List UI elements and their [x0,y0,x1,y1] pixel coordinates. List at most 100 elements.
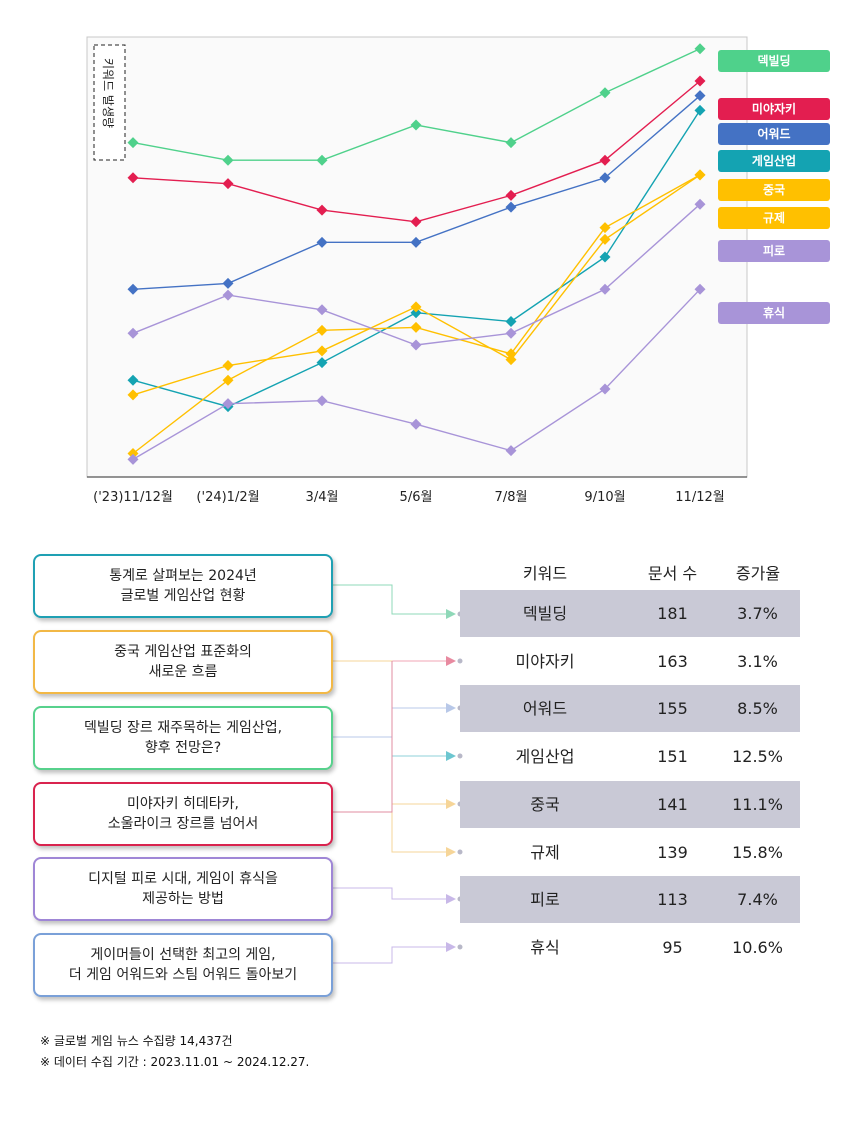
data-point [316,345,328,357]
data-point [222,360,234,372]
data-point [599,172,611,184]
data-point [127,448,139,460]
data-point [505,327,517,339]
article-card-1[interactable]: 통계로 살펴보는 2024년 글로벌 게임산업 현황 [33,554,333,618]
table-row: 게임산업 151 12.5% [460,733,800,780]
arrow-7 [446,894,456,904]
connector-7 [330,887,448,900]
arrow-4 [446,751,456,761]
article-title-line1: 미야자키 히데타카, [127,796,239,812]
dot-6 [457,849,463,855]
cell-docs: 113 [657,890,688,909]
article-card-5[interactable]: 디지털 피로 시대, 게임이 휴식을 제공하는 방법 [33,857,333,921]
article-title-line2: 향후 전망은? [144,740,222,756]
data-point [410,418,422,430]
data-point [316,154,328,166]
x-tick-label: ('24)1/2월 [196,490,259,505]
series-1 [127,43,706,166]
data-point [505,316,517,328]
data-point [127,327,139,339]
y-axis-label: 키워드 발생량 [101,58,115,128]
article-title-line2: 제공하는 방법 [142,891,224,907]
legend-item-game-industry: 게임산업 [718,150,830,172]
cell-docs: 141 [657,795,688,814]
arrow-3 [446,703,456,713]
article-title-line1: 디지털 피로 시대, 게임이 휴식을 [88,871,278,887]
article-title-line2: 글로벌 게임산업 현황 [120,588,246,604]
series-8 [127,283,706,465]
cell-rate: 3.7% [737,604,778,623]
article-title-line2: 새로운 흐름 [148,664,218,680]
arrow-2 [446,656,456,666]
cell-keyword: 피로 [530,890,560,909]
table-row: 미야자키 163 3.1% [460,638,800,685]
data-point [599,233,611,245]
data-point [127,172,139,184]
connector-3 [330,707,448,738]
cell-rate: 15.8% [732,843,783,862]
data-point [316,304,328,316]
series-5 [127,169,706,401]
article-card-6[interactable]: 게이머들이 선택한 최고의 게임, 더 게임 어워드와 스팀 어워드 돌아보기 [33,933,333,997]
cell-keyword: 규제 [530,843,560,862]
data-point [505,445,517,457]
article-title-line2: 더 게임 어워드와 스팀 어워드 돌아보기 [68,967,298,983]
legend-item-deckbuilding: 덱빌딩 [718,50,830,72]
arrow-5 [446,799,456,809]
series-2 [127,75,706,228]
article-card-3[interactable]: 덱빌딩 장르 재주목하는 게임산업, 향후 전망은? [33,706,333,770]
legend-item-rest: 휴식 [718,302,830,324]
data-point [127,453,139,465]
data-point [316,324,328,336]
data-point [222,289,234,301]
data-point [694,198,706,210]
connector-5 [330,660,448,805]
data-point [599,283,611,295]
data-point [410,307,422,319]
table-header-docs: 문서 수 [647,564,698,583]
keyword-line-chart: 키워드 발생량 ('23)11/12월 ('24)1/2월 3/4월 5/6월 7/8월… [86,36,748,505]
data-point [694,43,706,55]
arrow-1 [446,609,456,619]
connector-4 [391,737,448,757]
table-header-keyword: 키워드 [522,564,568,583]
cell-docs: 139 [657,843,688,862]
cell-rate: 10.6% [732,938,783,957]
cell-keyword: 게임산업 [515,747,575,766]
dot-2 [457,658,463,664]
data-point [410,339,422,351]
connector-9 [330,661,393,813]
data-point [222,154,234,166]
data-point [505,189,517,201]
x-tick-label: 5/6월 [400,490,433,505]
plot-area [86,36,748,478]
article-title-line2: 소울라이크 장르를 넘어서 [107,816,259,832]
data-point [222,398,234,410]
series-6 [127,169,706,460]
data-point [222,374,234,386]
dot-4 [457,753,463,759]
series-7 [127,198,706,351]
table-row: 휴식 95 10.6% [460,924,800,971]
connector-1 [330,584,448,615]
legend-item-miyazaki: 미야자키 [718,98,830,120]
article-card-4[interactable]: 미야자키 히데타카, 소울라이크 장르를 넘어서 [33,782,333,846]
cell-docs: 155 [657,699,688,718]
data-point [694,169,706,181]
article-title-line1: 중국 게임산업 표준화의 [114,644,252,660]
x-tick-label: 3/4월 [306,490,339,505]
cell-rate: 7.4% [737,890,778,909]
data-point [410,119,422,131]
data-point [599,251,611,263]
article-card-2[interactable]: 중국 게임산업 표준화의 새로운 흐름 [33,630,333,694]
data-point [410,236,422,248]
data-point [316,395,328,407]
article-title-line1: 덱빌딩 장르 재주목하는 게임산업, [83,720,283,736]
data-point [127,389,139,401]
data-point [316,236,328,248]
table-row: 규제 139 15.8% [460,829,800,876]
data-point [505,348,517,360]
data-point [599,154,611,166]
data-point [222,178,234,190]
data-point [505,137,517,149]
